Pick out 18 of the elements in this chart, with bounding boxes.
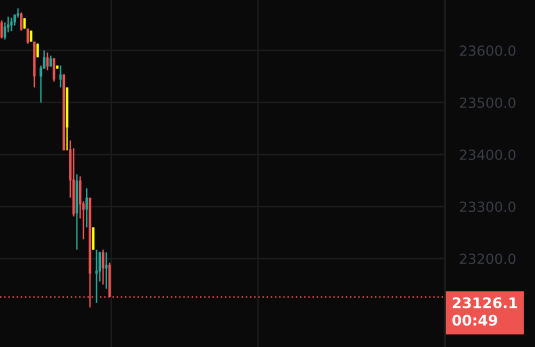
y-tick-label: 23400.0 bbox=[460, 149, 516, 160]
y-tick-label: 23500.0 bbox=[460, 97, 516, 108]
candlestick bbox=[46, 52, 49, 71]
ref-line-label: 23126.1 bbox=[452, 297, 518, 308]
candlestick bbox=[102, 249, 104, 286]
candlestick bbox=[20, 12, 22, 32]
candlestick bbox=[59, 64, 62, 88]
candlestick bbox=[26, 28, 30, 44]
candlestick bbox=[85, 188, 88, 228]
candlestick bbox=[10, 16, 13, 32]
candlestick bbox=[0, 20, 3, 40]
candlestick bbox=[36, 43, 39, 58]
candlestick bbox=[105, 252, 108, 290]
y-tick-label: 23600.0 bbox=[460, 45, 516, 56]
y-tick-label: 23300.0 bbox=[460, 202, 516, 212]
text: 00:49 bbox=[452, 314, 498, 326]
y-tick-label: 23200.0 bbox=[460, 254, 516, 264]
candlestick bbox=[95, 249, 98, 304]
